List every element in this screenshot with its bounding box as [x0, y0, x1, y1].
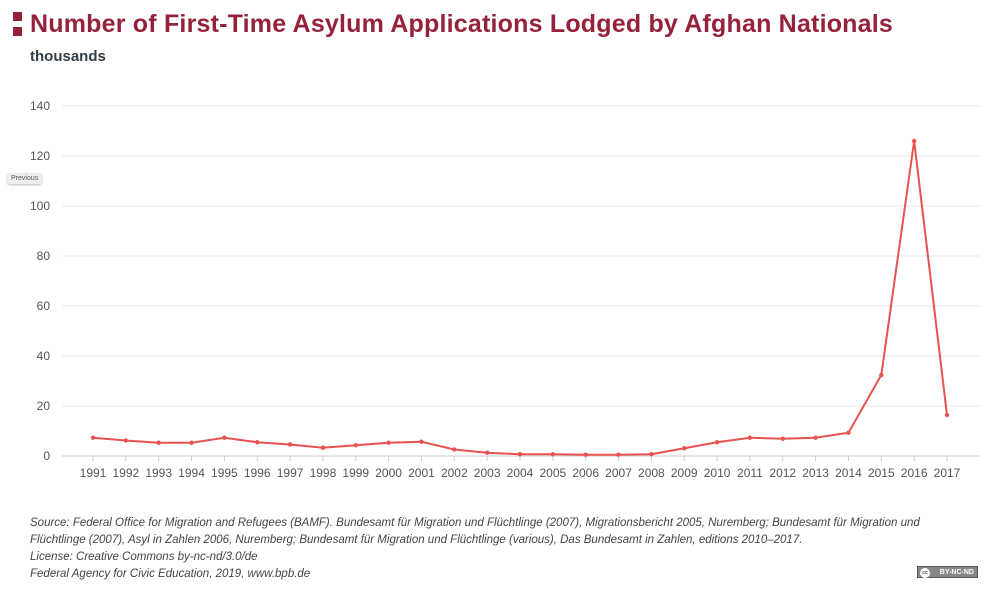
x-tick-label: 1991: [80, 466, 107, 480]
y-tick-label: 20: [37, 399, 51, 413]
y-axis-unit-label: thousands: [30, 48, 106, 65]
data-point: [484, 450, 490, 455]
x-tick-label: 2008: [638, 466, 665, 480]
x-tick-label: 2012: [769, 466, 796, 480]
data-point: [419, 439, 424, 444]
x-tick-label: 2009: [671, 466, 698, 480]
data-point: [583, 452, 588, 457]
data-point: [616, 452, 621, 457]
x-tick-label: 2014: [835, 466, 862, 480]
data-point: [287, 442, 293, 447]
data-point: [189, 440, 194, 445]
data-point: [320, 445, 326, 450]
license-badge-text: BY-NC-ND: [939, 569, 974, 576]
data-point: [353, 443, 358, 448]
y-tick-label: 100: [30, 199, 50, 213]
y-tick-label: 120: [30, 149, 50, 163]
source-note: Source: Federal Office for Migration and…: [30, 515, 950, 583]
x-tick-label: 2005: [539, 466, 566, 480]
data-point: [649, 452, 654, 457]
x-tick-label: 1998: [310, 466, 337, 480]
x-tick-label: 1995: [211, 466, 238, 480]
x-tick-label: 1999: [342, 466, 369, 480]
publisher-text: Federal Agency for Civic Education, 2019…: [30, 568, 311, 580]
y-tick-label: 140: [30, 99, 50, 113]
data-point: [780, 436, 785, 441]
source-text: Source: Federal Office for Migration and…: [30, 517, 920, 546]
data-point: [90, 435, 96, 440]
x-tick-label: 2013: [802, 466, 829, 480]
x-tick-label: 2003: [474, 466, 501, 480]
data-point: [255, 440, 260, 445]
x-tick-label: 2002: [441, 466, 468, 480]
data-point: [452, 447, 457, 452]
line-chart: 0 20 40 60 80 100 120 140 1991 1992 1993 1994 1995 19…: [30, 99, 980, 480]
data-point: [879, 372, 884, 378]
x-tick-label: 1994: [178, 466, 205, 480]
y-tick-label: 60: [37, 299, 51, 313]
x-tick-label: 2011: [737, 466, 763, 480]
data-point: [944, 412, 950, 418]
data-point: [846, 430, 851, 435]
previous-button[interactable]: Previous: [7, 173, 43, 184]
data-point: [123, 438, 129, 443]
x-tick-label: 2001: [408, 466, 435, 480]
x-tick-label: 1997: [277, 466, 304, 480]
y-tick-label: 0: [43, 449, 50, 463]
x-tick-label: 1992: [112, 466, 139, 480]
data-point: [156, 440, 161, 445]
data-point: [911, 138, 917, 144]
data-point: [386, 440, 391, 445]
x-tick-label: 2000: [375, 466, 402, 480]
x-tick-label: 2015: [868, 466, 895, 480]
data-point: [714, 440, 720, 445]
cc-icon: cc: [920, 568, 930, 578]
y-tick-label: 40: [37, 349, 51, 363]
data-point: [813, 435, 818, 440]
x-tick-label: 2007: [605, 466, 632, 480]
x-tick-label: 2017: [934, 466, 961, 480]
x-tick-label: 1996: [244, 466, 271, 480]
data-point: [517, 452, 523, 457]
x-tick-label: 1993: [145, 466, 172, 480]
series-line: [92, 140, 948, 456]
cc-license-badge[interactable]: cc BY-NC-ND: [917, 566, 978, 578]
x-tick-label: 2016: [901, 466, 928, 480]
data-point: [747, 435, 753, 440]
title-marker-icon: [13, 12, 22, 38]
x-tick-label: 2006: [572, 466, 599, 480]
license-text: License: Creative Commons by-nc-nd/3.0/d…: [30, 551, 258, 563]
data-point: [682, 446, 687, 451]
y-tick-label: 80: [37, 249, 51, 263]
x-tick-label: 2004: [507, 466, 534, 480]
chart-title: Number of First-Time Asylum Applications…: [30, 10, 894, 38]
data-point: [222, 435, 227, 440]
x-tick-label: 2010: [704, 466, 731, 480]
data-point: [550, 452, 556, 457]
